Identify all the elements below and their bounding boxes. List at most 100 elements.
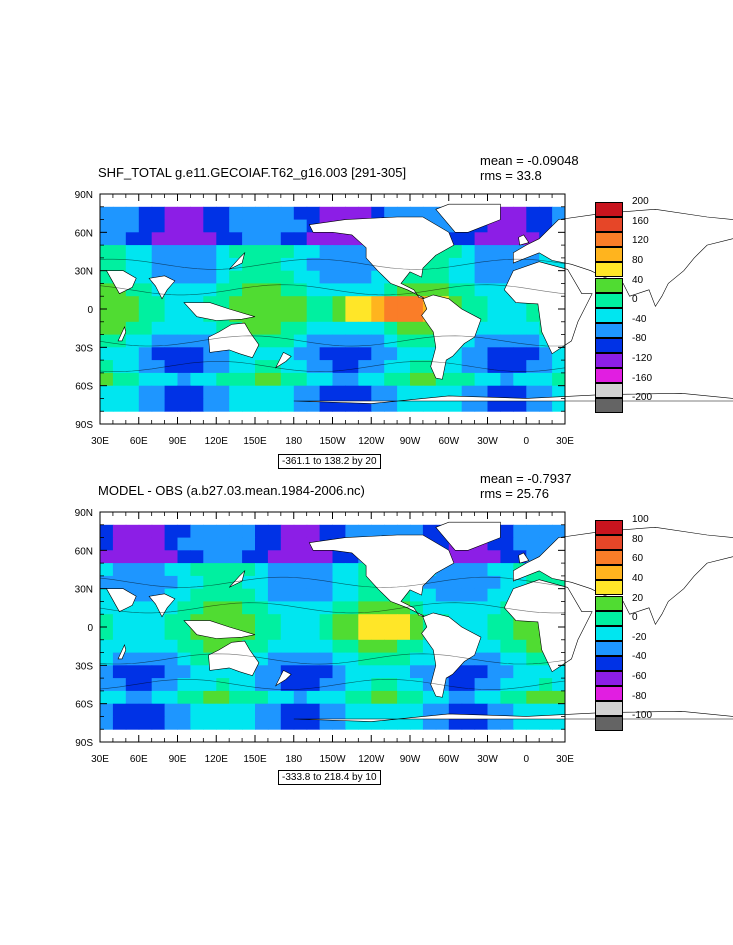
field-cell <box>319 296 333 310</box>
field-cell <box>177 665 191 679</box>
field-cell <box>242 601 256 615</box>
field-cell <box>100 690 114 705</box>
field-cell <box>100 703 114 717</box>
field-cell <box>138 283 153 297</box>
field-cell <box>280 678 295 692</box>
field-cell <box>229 588 243 602</box>
field-cell <box>345 360 359 374</box>
field-cell <box>371 678 385 692</box>
field-cell <box>280 334 295 348</box>
colorbar-box <box>595 655 623 671</box>
field-cell <box>125 385 140 399</box>
field-cell <box>422 690 437 705</box>
continent-indonesia <box>183 620 256 639</box>
field-cell <box>164 575 178 590</box>
field-cell <box>112 665 127 679</box>
field-cell <box>306 398 321 412</box>
colorbar-box <box>595 535 623 551</box>
field-cell <box>410 627 424 641</box>
field-cell <box>384 665 398 679</box>
field-cell <box>190 716 204 730</box>
field-cell <box>332 627 346 641</box>
x-tick-label: 0 <box>523 754 529 765</box>
field-cell <box>190 524 204 539</box>
field-cell <box>255 245 269 259</box>
field-cell <box>358 283 372 297</box>
field-cell <box>151 321 166 336</box>
field-cell <box>384 372 398 387</box>
field-cell <box>138 716 153 730</box>
contour-line <box>99 361 566 372</box>
field-cell <box>319 524 333 539</box>
field-cell <box>216 563 230 577</box>
field-cell <box>539 385 553 399</box>
field-cell <box>487 283 501 297</box>
field-cell <box>267 575 282 590</box>
field-cell <box>410 614 424 628</box>
field-cell <box>306 321 321 336</box>
field-cell <box>332 334 346 348</box>
field-cell <box>306 245 321 259</box>
colorbar-box <box>595 232 623 248</box>
field-cell <box>345 601 359 615</box>
field-cell <box>112 372 127 387</box>
field-cell <box>487 563 501 577</box>
field-cell <box>358 614 372 628</box>
field-cell <box>112 690 127 705</box>
field-cell <box>100 563 114 577</box>
field-cell <box>255 219 269 233</box>
field-cell <box>177 601 191 615</box>
field-cell <box>190 678 204 692</box>
field-cell <box>435 703 450 717</box>
field-cell <box>500 347 514 361</box>
field-cell <box>242 716 256 730</box>
field-cell <box>229 232 243 246</box>
field-cell <box>138 690 153 705</box>
field-cell <box>177 334 191 348</box>
field-cell <box>125 639 140 654</box>
field-cell <box>526 678 540 692</box>
map-plot: 90N 60N 30N 0 30S 60S 90S 30E 60E 90E 120E 150E 180 1… <box>75 190 733 447</box>
field-cell <box>448 372 463 387</box>
field-cell <box>474 296 488 310</box>
field-cell <box>112 678 127 692</box>
field-cell <box>319 347 333 361</box>
field-cell <box>164 245 178 259</box>
field-cell <box>255 296 269 310</box>
map-axes: 90N 60N 30N 0 30S 60S 90S 30E 60E 90E 120E 150E 180 1… <box>75 508 575 765</box>
field-cell <box>151 627 166 641</box>
field-cell <box>229 678 243 692</box>
field-cell <box>319 678 333 692</box>
field-cell <box>410 652 424 666</box>
field-cell <box>138 627 153 641</box>
field-cell <box>345 245 359 259</box>
field-cell <box>280 296 295 310</box>
field-cell <box>513 690 527 705</box>
colorbar-box <box>595 625 623 641</box>
field-cell <box>487 652 501 666</box>
field-cell <box>190 690 204 705</box>
field-cell <box>255 563 269 577</box>
field-cell <box>397 309 411 323</box>
field-cell <box>293 309 308 323</box>
continent-namerica <box>308 216 455 300</box>
field-cell <box>112 537 127 551</box>
field-cell <box>474 283 488 297</box>
field-cell <box>306 309 321 323</box>
field-cell <box>267 627 282 641</box>
field-cell <box>487 601 501 615</box>
colorbar-box <box>595 671 623 687</box>
field-cell <box>358 627 372 641</box>
field-cell <box>487 703 501 717</box>
field-cell <box>384 385 398 399</box>
field-cell <box>306 716 321 730</box>
field-cell <box>100 232 114 246</box>
field-cell <box>397 398 411 412</box>
continent-greenland <box>435 521 501 551</box>
field-cell <box>138 309 153 323</box>
field-cell <box>267 550 282 564</box>
field-cell <box>177 385 191 399</box>
field-cell <box>190 283 204 297</box>
field-cell <box>164 537 178 551</box>
field-cell <box>177 206 191 221</box>
